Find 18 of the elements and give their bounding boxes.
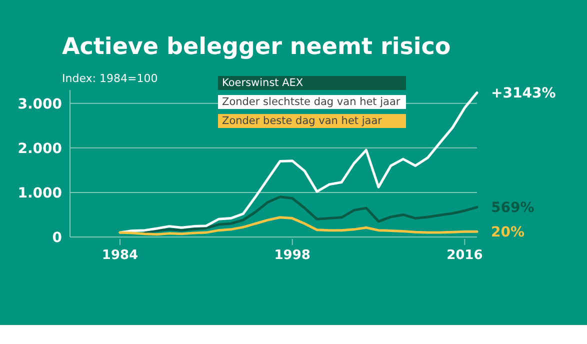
y-tick-label: 0 [52,230,62,246]
line-series [143,196,478,234]
y-tick-label: 2.000 [18,140,62,157]
text: Zonder slechtste dag van het jaar [218,95,406,109]
y-tick-label: 3.000 [18,96,62,112]
line-series [118,91,478,234]
text: Koerswinst AEX [218,76,406,90]
text: Index: 1984=100 [62,72,158,85]
chart-title: Actieve belegger neemt risico [62,34,451,60]
line-series [118,216,478,236]
x-tick-label: 1984 [102,248,138,263]
text: 20% [491,224,525,241]
text: +3143% [491,86,556,102]
x-tick-label: 1998 [274,248,310,263]
x-tick-label: 2016 [446,248,483,263]
text: Zonder beste dag van het jaar [218,114,406,128]
text: 569% [491,200,534,216]
y-tick-label: 1.000 [18,185,62,202]
